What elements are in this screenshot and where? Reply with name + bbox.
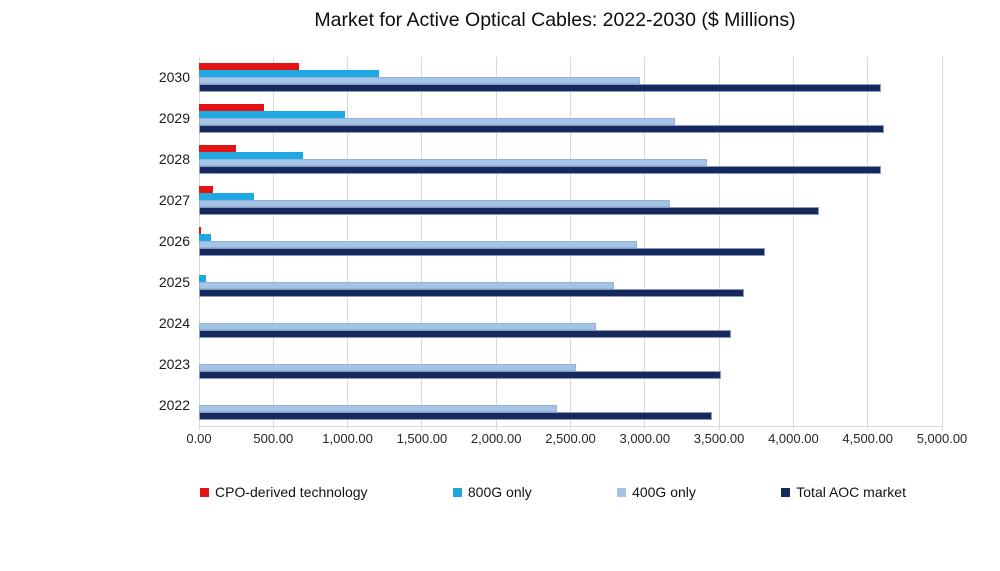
- bar-2027-cpo-derived-technology: [199, 186, 214, 193]
- y-axis-label-2025: 2025: [158, 274, 190, 290]
- bar-2028-400g-only: [199, 159, 708, 166]
- bar-2028-total-aoc-market: [199, 166, 882, 174]
- x-tick-label-4500: 4,500.00: [842, 431, 893, 446]
- bar-2025-400g-only: [199, 282, 614, 289]
- bar-2023-400g-only: [199, 364, 577, 371]
- legend-swatch-800g-only: [452, 487, 462, 497]
- legend-swatch-cpo-derived-technology: [200, 487, 209, 497]
- category-band-2025: [199, 262, 942, 303]
- x-tick-label-2000: 2,000.00: [470, 431, 522, 446]
- bar-2026-cpo-derived-technology: [199, 227, 202, 234]
- bar-2029-cpo-derived-technology: [199, 104, 265, 111]
- chart-title: Market for Active Optical Cables: 2022-2…: [314, 9, 796, 31]
- bar-2029-400g-only: [199, 118, 675, 125]
- bar-2030-400g-only: [199, 77, 641, 84]
- y-axis-label-2022: 2022: [158, 397, 190, 413]
- bar-2029-total-aoc-market: [199, 125, 885, 133]
- x-tick-label-4000: 4,000.00: [768, 431, 819, 446]
- gridline-3000: [644, 57, 646, 430]
- legend-swatch-400g-only: [617, 487, 627, 497]
- y-axis-label-2023: 2023: [158, 356, 190, 372]
- bar-2030-800g-only: [199, 70, 379, 77]
- y-axis-label-2028: 2028: [158, 151, 190, 167]
- bar-2024-400g-only: [199, 323, 596, 330]
- x-tick-label-0: 0.00: [186, 431, 212, 446]
- legend-label-cpo-derived-technology: CPO-derived technology: [215, 484, 368, 500]
- bar-2028-800g-only: [199, 152, 304, 159]
- bar-2023-total-aoc-market: [199, 371, 721, 379]
- x-tick-label-5000: 5,000.00: [916, 431, 968, 446]
- bar-2030-cpo-derived-technology: [199, 63, 299, 70]
- legend-label-800g-only: 800G only: [467, 484, 532, 500]
- category-band-2023: [199, 344, 942, 385]
- bar-2026-400g-only: [199, 241, 638, 248]
- legend-label-total-aoc-market: Total AOC market: [796, 484, 906, 500]
- category-band-2027: [199, 180, 942, 221]
- gridline-4000: [792, 57, 794, 430]
- bar-2027-800g-only: [199, 193, 254, 200]
- gridline-3500: [718, 57, 720, 430]
- bar-2026-total-aoc-market: [199, 248, 766, 256]
- x-tick-label-3500: 3,500.00: [693, 431, 745, 446]
- x-tick-label-2500: 2,500.00: [545, 431, 596, 446]
- bar-2025-total-aoc-market: [199, 289, 745, 297]
- category-band-2022: [199, 385, 942, 426]
- legend-item-total-aoc-market: Total AOC market: [781, 484, 906, 500]
- legend: CPO-derived technology 800G only 400G only…: [200, 484, 906, 500]
- gridline-5000: [941, 57, 943, 430]
- bar-2029-800g-only: [199, 111, 345, 118]
- bar-2027-400g-only: [199, 200, 671, 207]
- plot-area: [198, 57, 943, 430]
- bar-2025-800g-only: [199, 275, 206, 282]
- x-tick-label-3000: 3,000.00: [619, 431, 671, 446]
- y-axis-label-2029: 2029: [158, 110, 190, 126]
- x-tick-label-500: 500.00: [253, 431, 294, 446]
- bar-2027-total-aoc-market: [199, 207, 819, 215]
- legend-swatch-total-aoc-market: [781, 487, 791, 497]
- bar-2022-400g-only: [199, 405, 558, 412]
- y-axis-label-2030: 2030: [158, 69, 190, 85]
- bar-2022-total-aoc-market: [199, 412, 712, 420]
- legend-item-400g-only: 400G only: [617, 484, 696, 500]
- legend-label-400g-only: 400G only: [632, 484, 696, 500]
- category-band-2028: [199, 139, 942, 180]
- bar-2028-cpo-derived-technology: [199, 145, 237, 152]
- legend-item-cpo-derived-technology: CPO-derived technology: [200, 484, 368, 500]
- category-band-2029: [199, 98, 942, 139]
- category-band-2030: [199, 57, 942, 98]
- bar-2026-800g-only: [199, 234, 211, 241]
- category-band-2024: [199, 303, 942, 344]
- bar-2024-total-aoc-market: [199, 330, 731, 338]
- category-band-2026: [199, 221, 942, 262]
- legend-item-800g-only: 800G only: [452, 484, 532, 500]
- y-axis-label-2027: 2027: [158, 192, 190, 208]
- y-axis-label-2024: 2024: [158, 315, 190, 331]
- x-tick-label-1000: 1,000.00: [322, 431, 373, 446]
- y-axis-label-2026: 2026: [158, 233, 190, 249]
- gridline-4500: [867, 57, 869, 430]
- x-tick-label-1500: 1,500.00: [396, 431, 448, 446]
- bar-2030-total-aoc-market: [199, 84, 882, 92]
